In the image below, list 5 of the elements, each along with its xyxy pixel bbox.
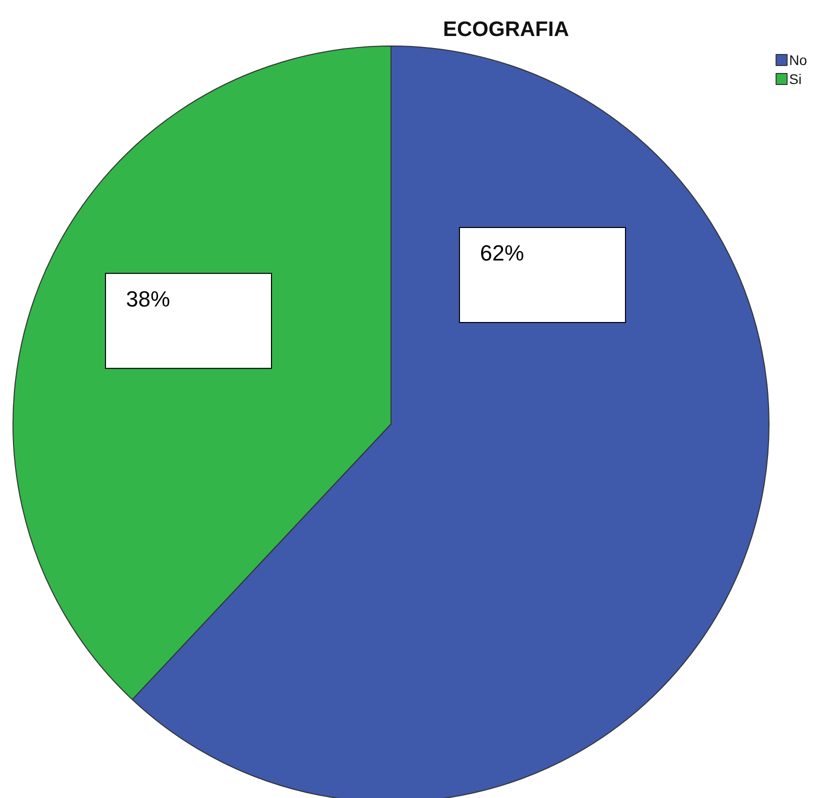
data-label: 62% [480,240,524,266]
chart-title: ECOGRAFIA [443,18,569,41]
legend-label: No [789,52,808,68]
data-label: 38% [126,286,170,312]
legend-label: Si [789,71,802,87]
